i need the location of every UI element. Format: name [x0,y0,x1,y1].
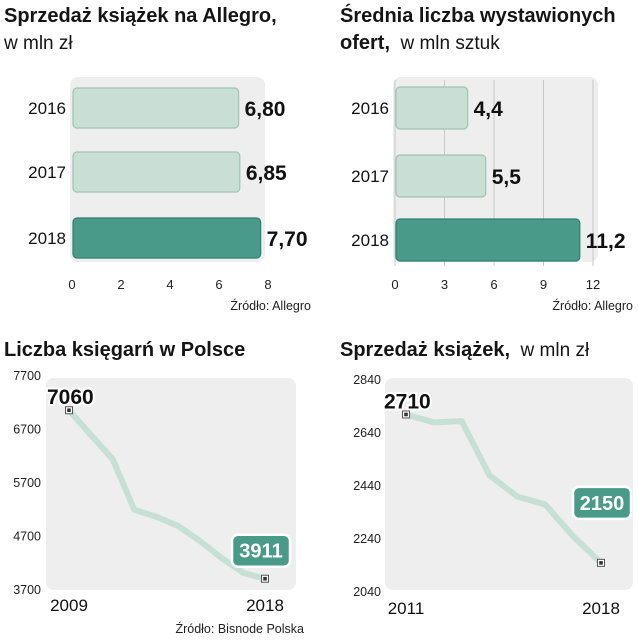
chart1-source: Źródło: Allegro [230,298,311,313]
chart2-tick-label: 0 [391,277,398,292]
chart3-end-label: 3911 [239,541,282,563]
chart2-category-label: 2016 [351,99,389,118]
chart2-bar [395,218,581,262]
chart1-subtitle: w mln zł [3,33,73,54]
chart2-category-label: 2017 [351,167,389,186]
chart4-ytick-label: 2440 [353,479,381,493]
chart2-value-label: 4,4 [474,98,504,121]
chart3-end-label-box [230,533,292,568]
chart2-tick-label: 6 [490,277,497,292]
chart2-title-line2-bold: ofert, [340,32,390,54]
chart2-source: Źródło: Allegro [552,298,633,313]
chart2-category-label: 2018 [351,231,389,250]
chart3-point-marker-inner [67,408,71,413]
chart3-xaxis-label-start: 2009 [50,596,88,615]
chart-bookstores: Liczba księgarń w Polsce 3700 4700 5700 670… [4,339,304,636]
chart1-category-label: 2017 [28,163,66,182]
chart4-title-line: Sprzedaż książek, w mln zł [340,339,590,361]
chart3-ytick-label: 6700 [13,423,41,437]
chart1-tick-label: 2 [117,277,124,292]
chart2-value-label: 5,5 [492,166,522,189]
chart4-ytick-label: 2840 [353,373,381,387]
chart4-ytick-label: 2040 [353,585,381,599]
chart1-tick-label: 6 [215,277,222,292]
chart4-end-label-box [571,485,633,521]
chart2-tick-label: 9 [540,277,547,292]
chart4-ytick-label: 2640 [353,426,381,440]
chart2-tick-label: 3 [441,277,448,292]
chart4-xaxis-label-end: 2018 [582,599,620,618]
chart3-ytick-label: 7700 [13,369,41,383]
chart1-tick-label: 4 [166,277,173,292]
chart1-value-label: 6,80 [245,98,286,121]
chart1-bar [72,87,240,129]
chart2-bar [395,154,487,198]
chart3-series-line [66,407,268,582]
chart1-bar [72,151,241,193]
chart1-value-label: 6,85 [246,162,287,185]
chart3-title: Liczba księgarń w Polsce [4,339,245,361]
chart3-ytick-label: 4700 [13,530,41,544]
chart4-series-line [403,411,604,566]
chart2-title-line2: ofert, w mln sztuk [340,32,500,54]
chart1-category-label: 2016 [28,99,66,118]
chart1-category-label: 2018 [28,229,66,248]
chart3-start-label: 7060 [47,386,94,409]
chart3-xaxis-label-end: 2018 [246,596,284,615]
chart4-point-marker-inner [599,561,603,565]
chart2-bar [395,86,469,130]
chart3-ytick-label: 3700 [13,583,41,597]
chart2-subtitle: w mln sztuk [399,33,500,54]
chart1-tick-label: 0 [68,277,75,292]
chart4-xaxis-label-start: 2011 [388,599,425,618]
chart3-source: Źródło: Bisnode Polska [175,621,304,636]
chart4-point-marker-inner [404,412,408,417]
chart-book-sales: Sprzedaż książek, w mln zł 2040 2240 2440 2… [340,339,633,618]
chart2-value-label: 11,2 [586,230,626,253]
chart4-subtitle: w mln zł [520,340,590,361]
chart4-end-label: 2150 [580,493,625,515]
chart1-title: Sprzedaż książek na Allegro, [4,5,277,27]
chart2-tick-label: 12 [586,277,600,292]
chart4-start-label: 2710 [384,390,431,413]
chart4-title: Sprzedaż książek, [340,339,510,361]
chart2-title: Średnia liczba wystawionych [340,3,616,27]
chart3-point-marker-inner [263,576,267,581]
chart-allegro-sales: Sprzedaż książek na Allegro, w mln zł 20… [3,5,311,313]
chart4-ytick-label: 2240 [353,532,381,546]
chart-allegro-offers: Średnia liczba wystawionych ofert, w mln… [340,3,633,313]
chart3-ytick-label: 5700 [13,476,41,490]
chart1-tick-label: 8 [264,277,271,292]
chart1-bar [72,217,262,259]
chart1-value-label: 7,70 [267,228,308,251]
